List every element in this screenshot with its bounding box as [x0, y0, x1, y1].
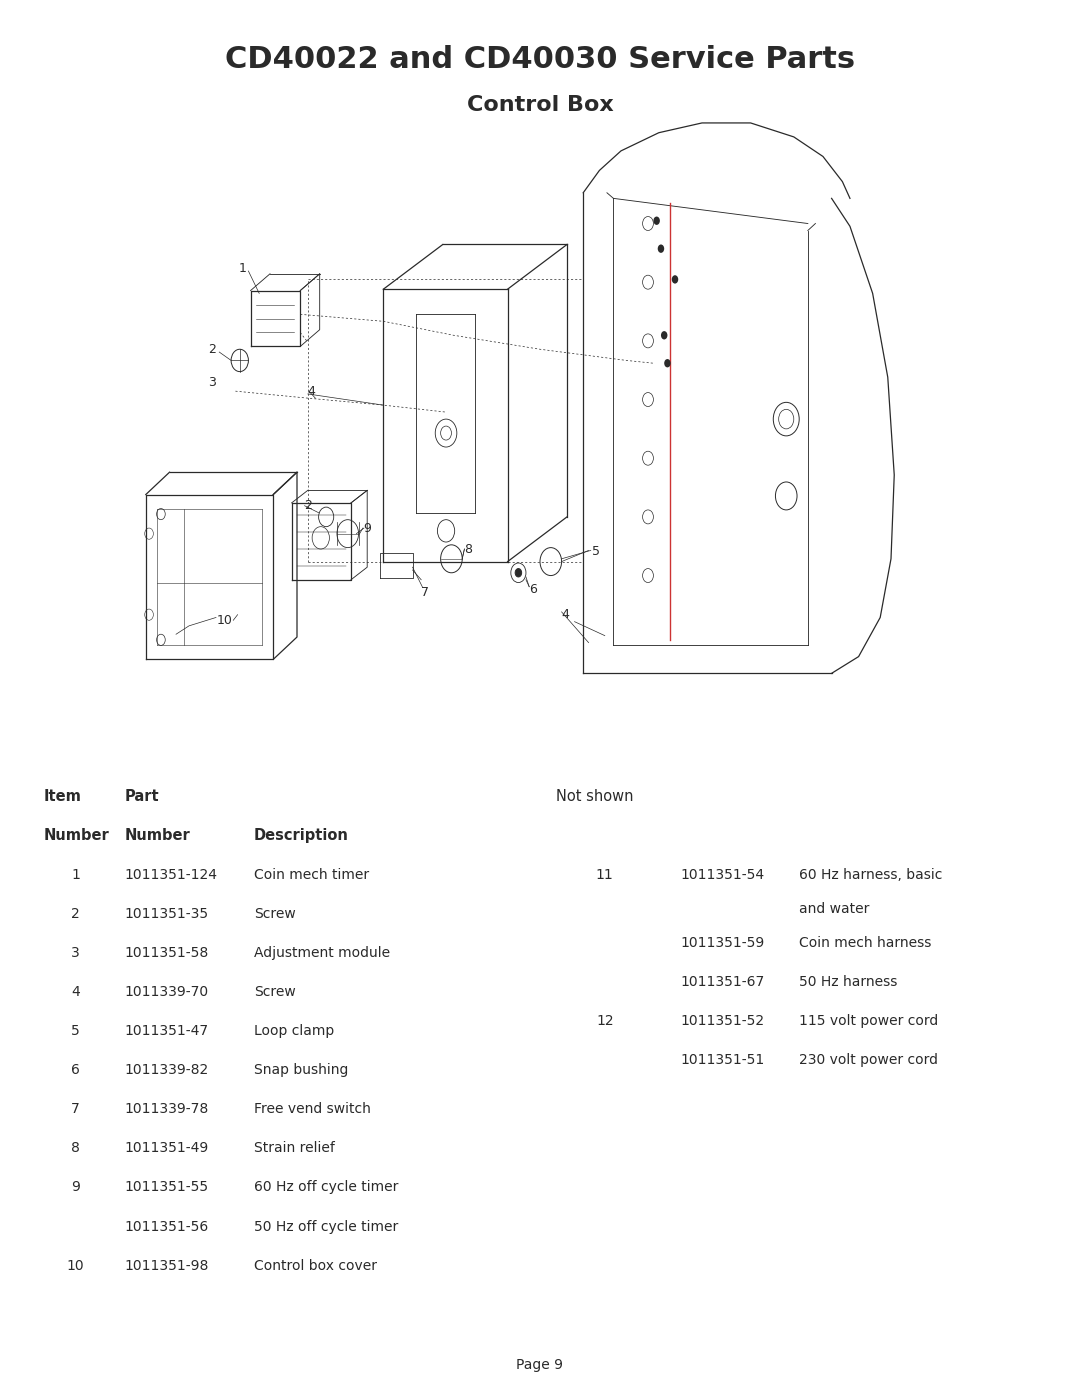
Text: Coin mech harness: Coin mech harness	[799, 936, 932, 950]
Text: Not shown: Not shown	[556, 789, 634, 805]
Circle shape	[661, 331, 667, 339]
Circle shape	[515, 569, 522, 577]
Text: 9: 9	[363, 521, 370, 535]
Text: Item: Item	[43, 789, 81, 805]
Text: 1011351-58: 1011351-58	[124, 946, 208, 960]
Text: 115 volt power cord: 115 volt power cord	[799, 1014, 939, 1028]
Text: Loop clamp: Loop clamp	[254, 1024, 334, 1038]
Text: 5: 5	[71, 1024, 80, 1038]
Text: Part: Part	[124, 789, 159, 805]
Text: Control Box: Control Box	[467, 95, 613, 115]
Text: Coin mech timer: Coin mech timer	[254, 868, 369, 882]
Text: 1011339-70: 1011339-70	[124, 985, 208, 999]
Text: 1: 1	[239, 261, 246, 275]
Text: Description: Description	[254, 828, 349, 844]
Text: 8: 8	[71, 1141, 80, 1155]
Text: Snap bushing: Snap bushing	[254, 1063, 348, 1077]
Text: 5: 5	[592, 545, 599, 559]
Text: 1011351-54: 1011351-54	[680, 868, 765, 882]
Text: 50 Hz harness: 50 Hz harness	[799, 975, 897, 989]
Text: 6: 6	[529, 583, 537, 597]
Text: Page 9: Page 9	[516, 1358, 564, 1372]
Text: Number: Number	[43, 828, 109, 844]
Text: 50 Hz off cycle timer: 50 Hz off cycle timer	[254, 1220, 399, 1234]
Text: 8: 8	[464, 542, 472, 556]
Circle shape	[672, 275, 678, 284]
Text: 7: 7	[71, 1102, 80, 1116]
Text: 11: 11	[596, 868, 613, 882]
Text: 2: 2	[208, 342, 216, 356]
Text: 230 volt power cord: 230 volt power cord	[799, 1053, 939, 1067]
Text: 2: 2	[305, 499, 312, 513]
Text: 1011351-59: 1011351-59	[680, 936, 765, 950]
Circle shape	[658, 244, 664, 253]
Text: Number: Number	[124, 828, 190, 844]
Text: 1011351-52: 1011351-52	[680, 1014, 765, 1028]
Text: Screw: Screw	[254, 985, 296, 999]
Text: 10: 10	[67, 1259, 84, 1273]
Text: 1011351-49: 1011351-49	[124, 1141, 208, 1155]
Text: 7: 7	[421, 585, 429, 599]
Text: 3: 3	[71, 946, 80, 960]
Text: 4: 4	[562, 608, 569, 622]
Text: 60 Hz harness, basic: 60 Hz harness, basic	[799, 868, 943, 882]
Text: Free vend switch: Free vend switch	[254, 1102, 370, 1116]
Text: 1011339-78: 1011339-78	[124, 1102, 208, 1116]
Text: Strain relief: Strain relief	[254, 1141, 335, 1155]
Text: 1011351-51: 1011351-51	[680, 1053, 765, 1067]
Text: 1011339-82: 1011339-82	[124, 1063, 208, 1077]
Text: 10: 10	[216, 613, 232, 627]
Text: 1011351-67: 1011351-67	[680, 975, 765, 989]
Text: Control box cover: Control box cover	[254, 1259, 377, 1273]
Text: CD40022 and CD40030 Service Parts: CD40022 and CD40030 Service Parts	[225, 45, 855, 74]
Text: 2: 2	[71, 907, 80, 921]
Text: 9: 9	[71, 1180, 80, 1194]
Text: Screw: Screw	[254, 907, 296, 921]
Text: 1011351-35: 1011351-35	[124, 907, 208, 921]
Text: Adjustment module: Adjustment module	[254, 946, 390, 960]
Text: 1: 1	[71, 868, 80, 882]
Text: 60 Hz off cycle timer: 60 Hz off cycle timer	[254, 1180, 399, 1194]
Text: 1011351-124: 1011351-124	[124, 868, 217, 882]
Circle shape	[653, 217, 660, 225]
Text: 6: 6	[71, 1063, 80, 1077]
Text: 1011351-56: 1011351-56	[124, 1220, 208, 1234]
Text: 1011351-98: 1011351-98	[124, 1259, 208, 1273]
Text: 1011351-47: 1011351-47	[124, 1024, 208, 1038]
Text: 12: 12	[596, 1014, 613, 1028]
Circle shape	[664, 359, 671, 367]
Text: 4: 4	[308, 384, 315, 398]
Text: 1011351-55: 1011351-55	[124, 1180, 208, 1194]
Text: 3: 3	[208, 376, 216, 390]
Text: and water: and water	[799, 902, 869, 916]
Text: 4: 4	[71, 985, 80, 999]
